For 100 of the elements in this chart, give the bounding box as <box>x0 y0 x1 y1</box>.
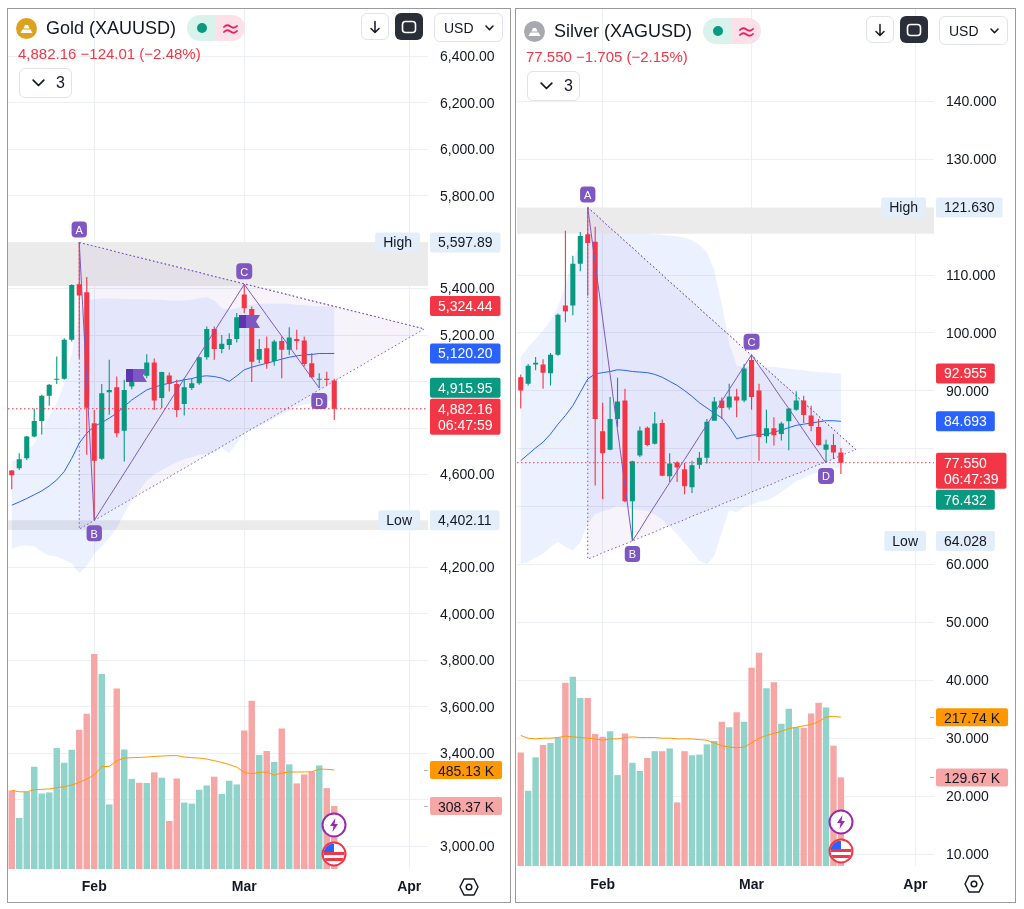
y-tick-label: 60.000 <box>946 556 990 573</box>
bar <box>517 752 524 866</box>
y-tick-label: 3,600.00 <box>440 698 495 715</box>
y-tick-label: 3,800.00 <box>440 652 495 669</box>
bar <box>539 745 547 866</box>
ref-line-label: 4,882.16 06:47:59 <box>438 400 493 433</box>
bar <box>659 751 666 866</box>
y-tick-label: 6,200.00 <box>440 94 495 111</box>
candlestick <box>540 359 546 389</box>
bar <box>248 700 255 869</box>
candlestick <box>644 426 650 447</box>
bar <box>241 730 248 869</box>
x-tick-label: Apr <box>903 876 928 892</box>
bar <box>143 783 150 869</box>
bar <box>562 682 569 866</box>
data-label: D <box>822 470 831 483</box>
candlestick <box>31 408 37 438</box>
candlestick <box>189 378 195 390</box>
bar <box>16 817 23 869</box>
annotation: High <box>889 199 918 216</box>
text: Silver (XAGUSD) <box>554 20 693 42</box>
candlestick <box>555 313 561 356</box>
candlestick <box>726 383 732 410</box>
bar <box>621 733 629 866</box>
y2-tick-label: 217.74 K <box>944 710 1001 727</box>
data-label: B <box>90 527 98 540</box>
candlestick <box>256 339 262 364</box>
bar <box>173 778 180 869</box>
candlestick <box>547 352 554 386</box>
bar <box>651 751 658 866</box>
candlestick <box>324 371 330 386</box>
y-tick-label: 130.000 <box>946 150 997 167</box>
candlestick <box>69 284 75 342</box>
y-tick-label: 6,400.00 <box>440 48 495 65</box>
y2-tick-label: 129.67 K <box>944 770 1001 787</box>
candlestick <box>219 334 225 354</box>
bar <box>158 777 165 869</box>
toggle-button: 3 <box>527 71 580 101</box>
text: 5,324.44 <box>438 298 493 315</box>
candlestick <box>816 418 822 446</box>
dropdown: USD <box>434 13 503 42</box>
candlestick <box>121 379 127 462</box>
bar <box>128 778 135 869</box>
candlestick <box>264 336 270 369</box>
candlestick <box>667 453 673 483</box>
text: 84.693 <box>944 413 988 430</box>
annotation: 3 <box>56 74 65 92</box>
bar <box>136 782 143 869</box>
annotation: High <box>383 234 412 251</box>
bar <box>308 771 315 869</box>
x-tick-label: Mar <box>739 876 765 892</box>
candlestick <box>734 388 740 418</box>
bar <box>181 802 188 869</box>
candlestick <box>241 284 247 314</box>
bar <box>68 749 75 869</box>
candlestick <box>525 363 531 386</box>
y-tick-label: 4,200.00 <box>440 559 495 576</box>
data-label: B <box>628 548 637 561</box>
y-tick-label: 90.000 <box>946 382 990 399</box>
candlestick <box>652 412 658 445</box>
data-label: A <box>584 188 593 201</box>
candlestick <box>793 391 799 411</box>
y-tick-label: 100.000 <box>946 324 997 341</box>
line-series <box>520 369 842 462</box>
candlestick <box>562 230 568 323</box>
candlestick <box>309 353 315 379</box>
y-tick-label: 10.000 <box>946 845 990 862</box>
bar <box>763 688 770 866</box>
line-series <box>11 352 335 506</box>
y-tick-label: 3,000.00 <box>440 838 495 854</box>
text: 4,915.95 <box>438 379 493 396</box>
ref-line-label: 77.550 06:47:39 <box>944 454 999 487</box>
bar <box>233 784 240 869</box>
bar <box>726 727 733 866</box>
text: 5,597.89 <box>438 234 493 251</box>
candlestick <box>54 356 60 384</box>
candlestick <box>518 374 524 409</box>
text: 4,402.11 <box>438 512 492 529</box>
candlestick <box>279 336 285 379</box>
candlestick <box>689 460 695 494</box>
y-tick-label: 4,000.00 <box>440 605 495 622</box>
candlestick <box>226 333 232 350</box>
candlestick <box>159 371 165 409</box>
y2-tick-label: 485.13 K <box>438 762 495 779</box>
candlestick <box>294 329 300 350</box>
candlestick <box>196 356 202 385</box>
text: 76.432 <box>944 491 988 508</box>
candlestick <box>271 339 277 366</box>
dropdown: USD <box>939 16 1008 45</box>
y-tick-label: 40.000 <box>946 672 990 689</box>
annotation: Low <box>386 512 413 529</box>
candlestick <box>577 231 583 272</box>
bar <box>151 772 158 869</box>
data-label: D <box>315 395 324 408</box>
line-series <box>520 715 842 749</box>
x-tick-label: Mar <box>231 878 258 894</box>
bar <box>203 785 210 869</box>
candlestick <box>39 394 45 435</box>
bar <box>166 821 173 869</box>
bar <box>316 765 323 869</box>
